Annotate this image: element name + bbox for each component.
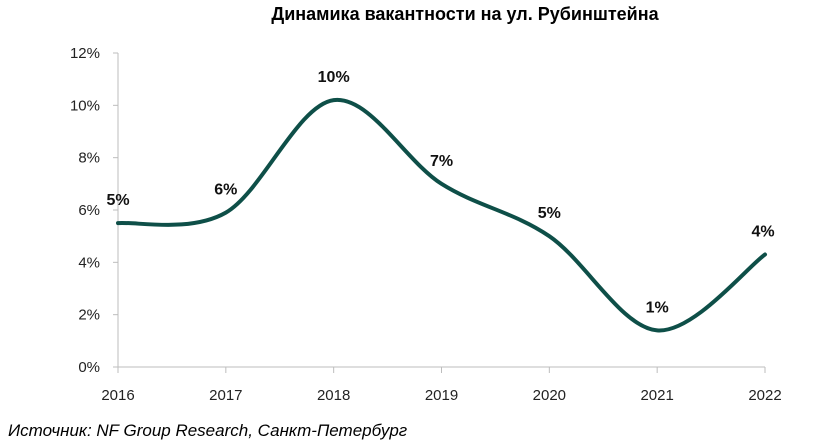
source-note: Источник: NF Group Research, Санкт-Петер… [8,421,408,440]
data-labels: 5% 6% 10% 7% 5% 1% 4% [106,69,774,316]
y-tick-label: 8% [78,150,100,167]
x-axis: 2016 2017 2018 2019 2020 2021 2022 [101,366,782,404]
x-tick-label: 2018 [317,387,350,404]
x-tick-label: 2016 [101,387,134,404]
y-tick-label: 0% [78,359,100,376]
x-tick-label: 2019 [425,387,458,404]
y-axis: 0% 2% 4% 6% 8% 10% 12% [70,45,119,376]
data-label: 1% [646,299,669,316]
data-label: 10% [318,69,350,86]
data-label: 4% [751,223,774,240]
data-label: 5% [106,192,129,209]
data-label: 6% [214,182,237,199]
y-tick-label: 12% [70,45,100,62]
y-tick-label: 6% [78,202,100,219]
x-tick-label: 2017 [209,387,242,404]
data-label: 7% [430,153,453,170]
chart-title: Динамика вакантности на ул. Рубинштейна [271,4,659,24]
x-tick-label: 2022 [748,387,781,404]
y-tick-label: 10% [70,97,100,114]
series-line [116,98,767,333]
y-tick-label: 4% [78,254,100,271]
x-tick-label: 2021 [640,387,673,404]
x-tick-label: 2020 [533,387,566,404]
data-label: 5% [538,205,561,222]
line-chart: 0% 2% 4% 6% 8% 10% 12% 2016 2017 2018 2019 2020 202… [70,45,782,404]
y-tick-label: 2% [78,307,100,324]
series [116,98,767,333]
